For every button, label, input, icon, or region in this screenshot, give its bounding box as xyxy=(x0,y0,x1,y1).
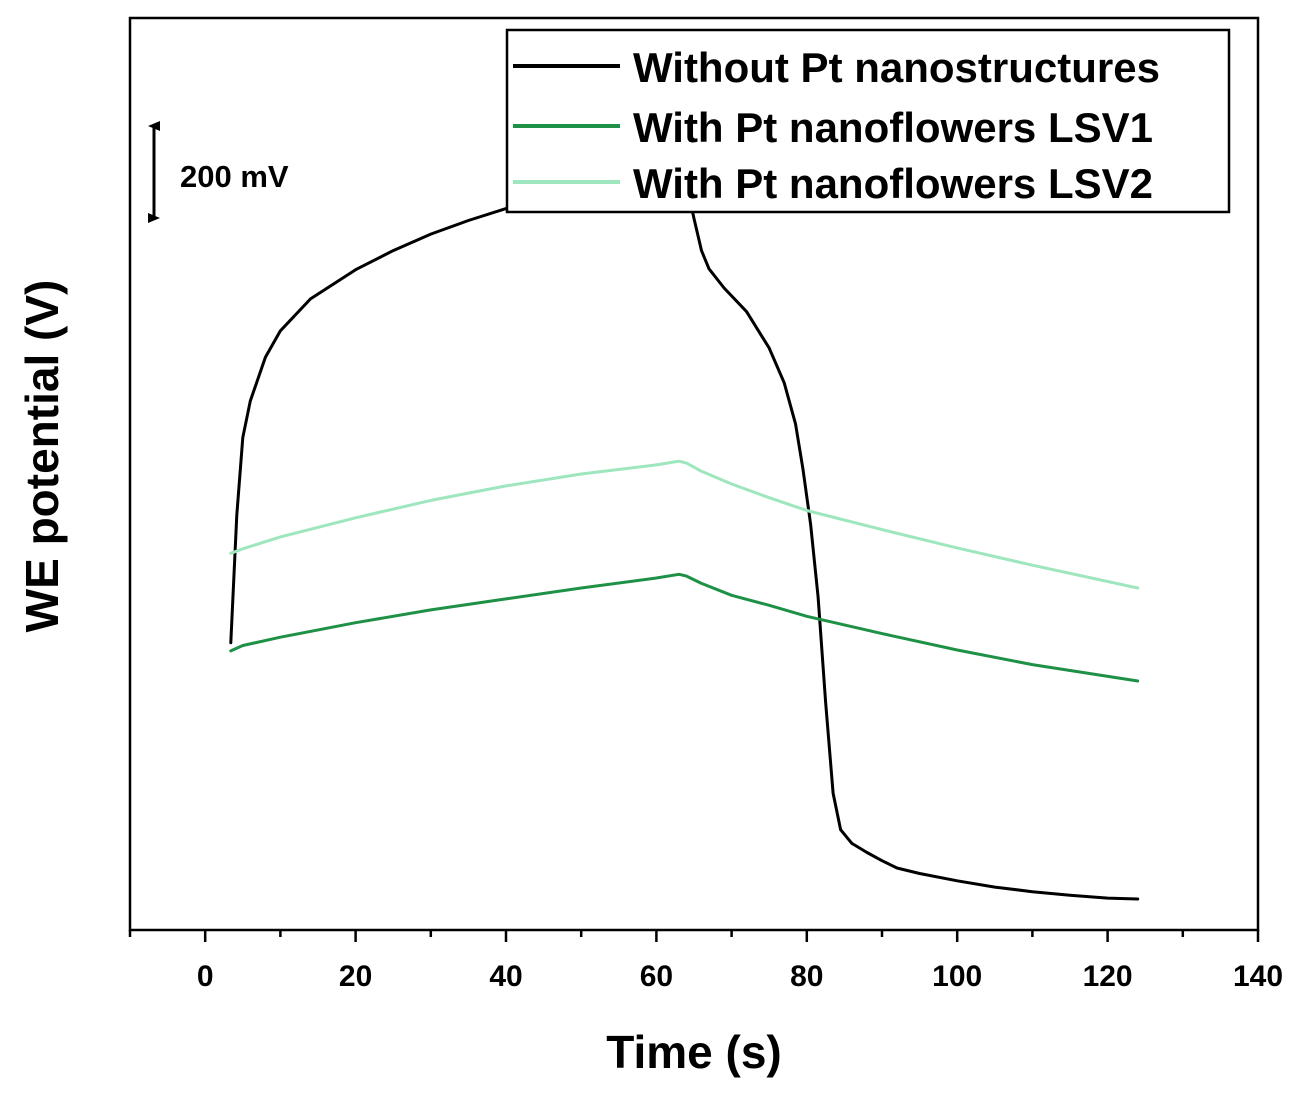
x-tick-label: 120 xyxy=(1083,960,1133,993)
x-tick-label: 60 xyxy=(640,960,673,993)
x-axis-title: Time (s) xyxy=(606,1026,782,1078)
y-axis-title: WE potential (V) xyxy=(16,280,68,633)
scale-bar: 200 mV xyxy=(148,121,289,223)
legend-label-3: With Pt nanoflowers LSV2 xyxy=(633,160,1153,207)
x-tick-label: 140 xyxy=(1233,960,1283,993)
legend-box xyxy=(505,28,1231,214)
x-tick-label: 20 xyxy=(339,960,372,993)
series-line-3 xyxy=(229,459,1140,590)
x-tick-label: 100 xyxy=(932,960,982,993)
plot-frame xyxy=(128,16,1260,932)
series-line-2 xyxy=(229,572,1140,683)
series-line-1 xyxy=(229,166,1140,901)
legend: Without Pt nanostructures With Pt nanoflo… xyxy=(505,28,1231,214)
x-tick-label: 40 xyxy=(489,960,522,993)
x-tick-label: 80 xyxy=(790,960,823,993)
scale-bar-label: 200 mV xyxy=(180,159,289,194)
legend-label-2: With Pt nanoflowers LSV1 xyxy=(633,104,1153,151)
legend-label-1: Without Pt nanostructures xyxy=(633,44,1160,91)
series-layer xyxy=(229,166,1140,901)
x-tick-label: 0 xyxy=(197,960,214,993)
x-axis: 0 20 40 60 80 100 120 140 xyxy=(128,930,1283,993)
